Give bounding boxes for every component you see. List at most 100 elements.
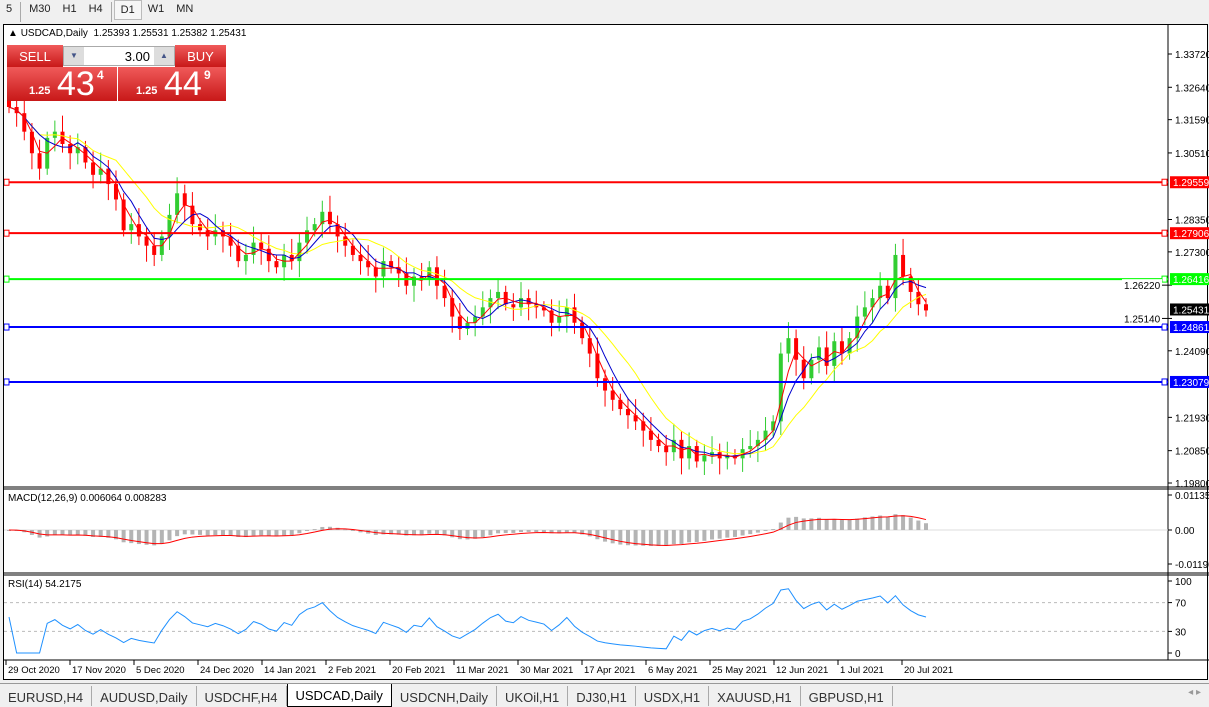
- macd-label: MACD(12,26,9) 0.006064 0.008283: [8, 493, 167, 504]
- macd-histogram-bar: [190, 530, 195, 535]
- timeframe-toolbar: 5 M30 H1 H4 D1 W1 MN: [0, 0, 200, 22]
- rsi-axis-label: 100: [1175, 577, 1192, 588]
- level-price-label: 1.24861: [1173, 323, 1209, 334]
- decrease-lot-icon[interactable]: ▼: [64, 47, 84, 65]
- timeframe-h4[interactable]: H4: [88, 3, 103, 15]
- level-handle: [3, 323, 10, 331]
- macd-histogram-bar: [603, 530, 608, 542]
- candle-body: [29, 131, 34, 154]
- candle-body: [702, 455, 707, 462]
- macd-histogram-bar: [641, 530, 646, 546]
- macd-histogram-bar: [305, 530, 310, 531]
- candle-body: [182, 193, 187, 206]
- tab-audusd-daily[interactable]: AUDUSD,Daily: [92, 686, 197, 706]
- macd-histogram-bar: [664, 530, 669, 546]
- sell-button[interactable]: SELL: [7, 45, 63, 67]
- candle-body: [809, 359, 814, 379]
- macd-histogram-bar: [404, 530, 409, 536]
- macd-histogram-bar: [648, 530, 653, 547]
- tab-ukoil-h1[interactable]: UKOil,H1: [497, 686, 569, 706]
- macd-histogram-bar: [228, 530, 233, 536]
- tab-scroll-arrows-icon[interactable]: ◂ ▸: [1188, 687, 1201, 698]
- tab-usdchf-h4[interactable]: USDCHF,H4: [197, 686, 287, 706]
- tab-eurusd-h4[interactable]: EURUSD,H4: [0, 686, 93, 706]
- macd-histogram-bar: [595, 530, 600, 540]
- macd-histogram-bar: [901, 515, 906, 530]
- macd-histogram-bar: [801, 518, 806, 530]
- level-price-label: 1.29559: [1173, 178, 1209, 189]
- timeframe-5[interactable]: 5: [6, 3, 13, 15]
- level-price-badge: [1170, 176, 1209, 189]
- candle-body: [610, 390, 615, 400]
- candle-body: [786, 338, 791, 354]
- level-price-badge: [1170, 273, 1209, 286]
- candle-body: [587, 338, 592, 354]
- candle-body: [625, 409, 630, 416]
- macd-histogram-bar: [91, 530, 96, 537]
- macd-histogram-bar: [839, 520, 844, 530]
- candle-body: [924, 304, 928, 311]
- timeframe-mn[interactable]: MN: [176, 3, 194, 15]
- macd-histogram-bar: [755, 530, 760, 533]
- macd-histogram-bar: [924, 523, 928, 530]
- candle-body: [419, 276, 424, 280]
- ma-fast-line: [8, 106, 927, 458]
- candle-body: [412, 276, 417, 286]
- candle-body: [37, 153, 42, 169]
- macd-histogram-bar: [557, 530, 562, 534]
- level-price-label: 1.27906: [1173, 229, 1209, 240]
- price-tick-label: 1.32640: [1175, 83, 1209, 94]
- macd-histogram-bar: [763, 530, 768, 531]
- candle-body: [603, 378, 608, 391]
- buy-price-button[interactable]: 1.25 44 9: [118, 65, 226, 103]
- rsi-axis-label: 0: [1175, 649, 1181, 660]
- tab-usdx-h1[interactable]: USDX,H1: [636, 686, 710, 706]
- sell-price-button[interactable]: 1.25 43 4: [7, 65, 117, 103]
- macd-histogram-bar: [748, 530, 753, 535]
- macd-histogram-bar: [679, 530, 684, 544]
- candle-body: [68, 143, 73, 154]
- macd-histogram-bar: [297, 530, 302, 534]
- level-price-label: 1.26416: [1173, 275, 1209, 286]
- tab-xauusd-h1[interactable]: XAUUSD,H1: [709, 686, 801, 706]
- macd-histogram-bar: [832, 518, 837, 530]
- macd-histogram-bar: [480, 530, 485, 538]
- macd-axis-label: 0.01135: [1175, 491, 1209, 502]
- chart-canvas[interactable]: 1.33720 1.32640 1.31590 1.30510 1.28350 1.273…: [3, 25, 1209, 681]
- price-tick-label: 1.31590: [1175, 116, 1209, 127]
- timeframe-d1[interactable]: D1: [113, 0, 142, 20]
- candle-body: [641, 421, 646, 431]
- lot-size-input[interactable]: ▼ 3.00 ▲: [63, 46, 175, 66]
- date-label: 6 May 2021: [648, 665, 698, 676]
- level-handle: [3, 229, 10, 237]
- macd-histogram-bar: [534, 530, 539, 532]
- timeframe-w1[interactable]: W1: [147, 3, 165, 15]
- tab-dj30-h1[interactable]: DJ30,H1: [568, 686, 636, 706]
- chart-tabs: EURUSD,H4 AUDUSD,Daily USDCHF,H4 USDCAD,Dai…: [0, 683, 1209, 707]
- candle-body: [327, 211, 332, 225]
- timeframe-m30[interactable]: M30: [29, 3, 51, 15]
- candle-body: [564, 307, 569, 317]
- lot-value[interactable]: 3.00: [124, 49, 150, 64]
- macd-histogram-bar: [587, 530, 592, 537]
- macd-histogram-bar: [488, 530, 493, 536]
- macd-histogram-bar: [633, 530, 638, 546]
- candle-body: [75, 147, 80, 154]
- buy-button[interactable]: BUY: [175, 45, 226, 67]
- macd-histogram-bar: [136, 530, 141, 545]
- candle-body: [916, 291, 921, 305]
- ma-mid-line: [8, 106, 927, 458]
- current-price-label: 1.25431: [1173, 305, 1209, 316]
- candle-body: [152, 245, 157, 255]
- macd-histogram-bar: [52, 530, 57, 536]
- timeframe-h1[interactable]: H1: [62, 3, 77, 15]
- increase-lot-icon[interactable]: ▲: [154, 47, 174, 65]
- macd-histogram-bar: [220, 530, 225, 536]
- tab-usdcnh-daily[interactable]: USDCNH,Daily: [392, 686, 498, 706]
- tab-gbpusd-h1[interactable]: GBPUSD,H1: [801, 686, 893, 706]
- tab-usdcad-daily[interactable]: USDCAD,Daily: [286, 684, 392, 707]
- macd-histogram-bar: [809, 518, 814, 530]
- rsi-label: RSI(14) 54.2175: [8, 579, 82, 590]
- chart-window[interactable]: 1.33720 1.32640 1.31590 1.30510 1.28350 1.273…: [3, 24, 1209, 681]
- date-label: 25 May 2021: [712, 665, 767, 676]
